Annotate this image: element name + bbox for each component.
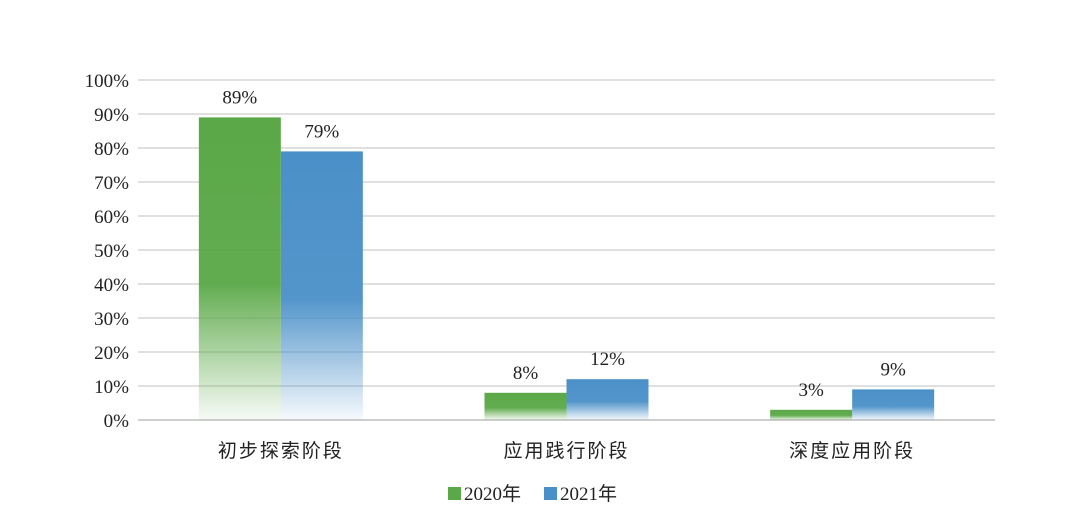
bar-0-0 [198,117,281,421]
y-axis-ticks: 0% 10% 20% 30% 40% 50% 60% 70% 80% 90% 100% [85,71,130,432]
data-label: 3% [799,380,825,401]
y-tick-label: 100% [85,71,130,92]
y-tick-label: 90% [94,105,129,126]
y-tick-label: 40% [94,275,129,296]
legend-label: 2020年 [464,483,521,505]
legend-swatch [544,487,557,500]
y-tick-label: 70% [94,173,129,194]
category-label: 初步探索阶段 [218,440,344,462]
data-label: 89% [222,87,257,108]
y-tick-label: 20% [94,343,129,364]
bars [198,117,935,421]
x-axis-categories: 初步探索阶段 应用践行阶段 深度应用阶段 [218,440,915,462]
data-label: 12% [590,349,625,370]
data-label: 9% [881,359,907,380]
data-label: 8% [513,363,539,384]
bar-0-1 [484,392,567,420]
category-label: 应用践行阶段 [503,440,629,462]
legend-label: 2021年 [560,483,617,505]
bar-1-1 [566,379,649,420]
y-tick-label: 60% [94,207,129,228]
bar-0-2 [770,409,853,420]
y-tick-label: 10% [94,377,129,398]
data-labels: 89% 79% 8% 12% 3% 9% [222,87,906,400]
y-tick-label: 80% [94,139,129,160]
data-label: 79% [304,121,339,142]
legend-swatch [448,487,461,500]
y-tick-label: 50% [94,241,129,262]
category-label: 深度应用阶段 [789,440,915,462]
bar-1-0 [280,151,363,420]
legend: 2020年 2021年 [448,483,617,505]
y-tick-label: 0% [104,411,130,432]
bar-1-2 [852,389,935,420]
y-tick-label: 30% [94,309,129,330]
